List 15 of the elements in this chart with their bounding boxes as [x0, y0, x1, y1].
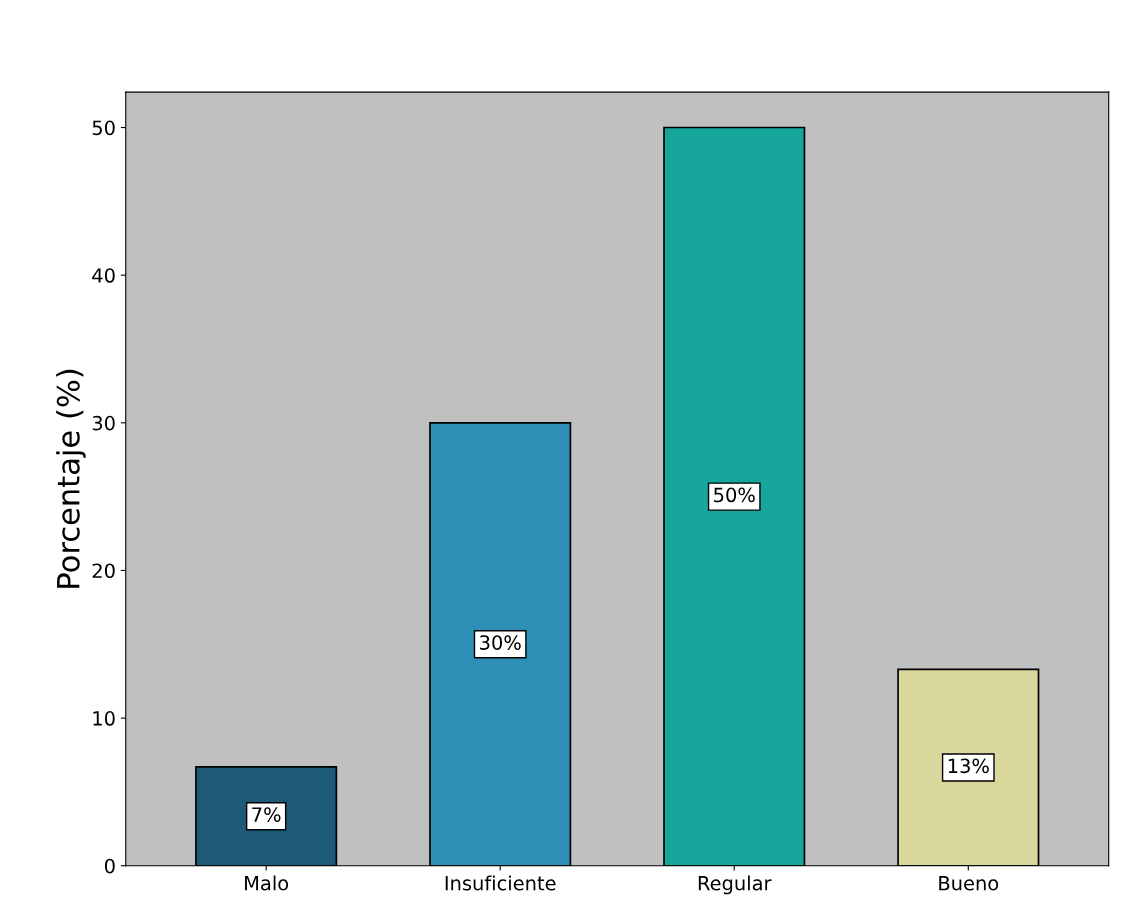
- data-label: 30%: [480, 635, 521, 650]
- y-tick-label: 10: [93, 711, 115, 726]
- x-tick-label: Bueno: [939, 876, 999, 891]
- y-tick-label: 20: [92, 563, 115, 579]
- y-axis-title: Porcentaje (%): [56, 369, 86, 588]
- data-label: 13%: [948, 758, 989, 774]
- y-tick-label: 40: [92, 268, 115, 283]
- x-tick-label: Insuficiente: [445, 875, 556, 891]
- data-label: 50%: [714, 487, 755, 503]
- x-tick-label: Regular: [698, 875, 772, 895]
- y-tick-label: 30: [92, 415, 115, 431]
- x-tick-label: Malo: [245, 875, 289, 891]
- y-tick-label: 50: [92, 120, 115, 136]
- data-label: 7%: [252, 807, 281, 822]
- y-tick-label: 0: [104, 858, 115, 874]
